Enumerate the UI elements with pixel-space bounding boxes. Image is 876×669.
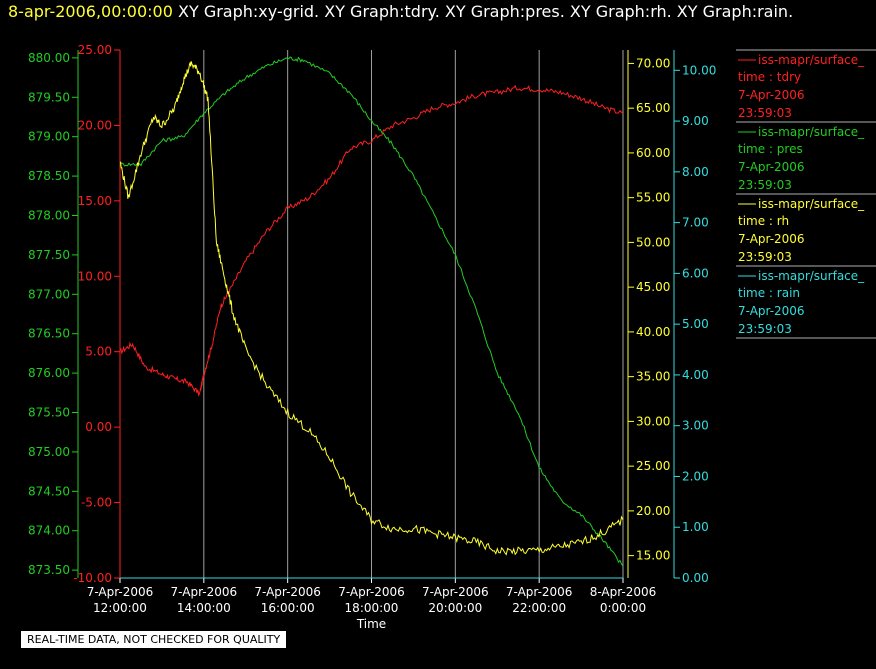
rh-tick-label: 50.00 [636, 235, 670, 249]
rain-tick-label: 7.00 [682, 216, 709, 230]
legend-variable: time : pres [738, 142, 803, 156]
pres-tick-label: 875.00 [28, 445, 70, 459]
tdry-tick-label: 0.00 [85, 420, 112, 434]
rain-tick-label: 10.00 [682, 63, 716, 77]
pres-tick-label: 874.50 [28, 484, 70, 498]
tdry-tick-label: 25.00 [78, 43, 112, 57]
title-bar: 8-apr-2006,00:00:00 XY Graph:xy-grid. XY… [8, 2, 793, 21]
rain-tick-label: 1.00 [682, 520, 709, 534]
x-tick-label-date: 7-Apr-2006 [506, 585, 573, 599]
series-line-tdry [119, 84, 624, 397]
series-line-pres [119, 56, 624, 567]
rh-tick-label: 25.00 [636, 459, 670, 473]
pres-tick-label: 876.00 [28, 366, 70, 380]
tdry-tick-label: 20.00 [78, 118, 112, 132]
tdry-tick-label: 15.00 [78, 194, 112, 208]
x-tick-label-time: 14:00:00 [177, 601, 231, 615]
pres-tick-label: 877.50 [28, 248, 70, 262]
x-tick-label-date: 7-Apr-2006 [171, 585, 238, 599]
rh-tick-label: 30.00 [636, 414, 670, 428]
tdry-tick-label: 5.00 [85, 345, 112, 359]
quality-note: REAL-TIME DATA, NOT CHECKED FOR QUALITY [20, 630, 288, 649]
legend-source-label: iss-mapr/surface_ [758, 125, 865, 139]
rain-tick-label: 6.00 [682, 266, 709, 280]
pres-tick-label: 879.00 [28, 130, 70, 144]
x-tick-label-time: 22:00:00 [512, 601, 566, 615]
pres-tick-label: 874.00 [28, 524, 70, 538]
rain-tick-label: 9.00 [682, 114, 709, 128]
rain-tick-label: 0.00 [682, 571, 709, 585]
rain-tick-label: 5.00 [682, 317, 709, 331]
rh-tick-label: 20.00 [636, 504, 670, 518]
legend-variable: time : rain [738, 286, 800, 300]
rain-tick-label: 2.00 [682, 469, 709, 483]
legend-date: 7-Apr-2006 [738, 304, 805, 318]
legend-time: 23:59:03 [738, 322, 792, 336]
pres-tick-label: 878.50 [28, 169, 70, 183]
pres-tick-label: 877.00 [28, 287, 70, 301]
tdry-tick-label: -5.00 [81, 496, 112, 510]
x-tick-label-date: 7-Apr-2006 [422, 585, 489, 599]
x-tick-label-date: 7-Apr-2006 [338, 585, 405, 599]
rh-tick-label: 55.00 [636, 191, 670, 205]
pres-tick-label: 875.50 [28, 406, 70, 420]
x-tick-label-time: 18:00:00 [345, 601, 399, 615]
pres-tick-label: 880.00 [28, 51, 70, 65]
pres-tick-label: 873.50 [28, 563, 70, 577]
x-tick-label-time: 12:00:00 [93, 601, 147, 615]
rh-tick-label: 60.00 [636, 146, 670, 160]
legend-source-label: iss-mapr/surface_ [758, 269, 865, 283]
legend-date: 7-Apr-2006 [738, 232, 805, 246]
x-tick-label-time: 20:00:00 [428, 601, 482, 615]
series-line-rh [119, 61, 624, 556]
x-tick-label-date: 7-Apr-2006 [87, 585, 154, 599]
legend-time: 23:59:03 [738, 250, 792, 264]
legend-time: 23:59:03 [738, 178, 792, 192]
rh-tick-label: 65.00 [636, 101, 670, 115]
title-date: 8-apr-2006,00:00:00 [8, 2, 173, 21]
rh-tick-label: 15.00 [636, 549, 670, 563]
pres-tick-label: 878.00 [28, 208, 70, 222]
x-tick-label-date: 7-Apr-2006 [254, 585, 321, 599]
x-axis-title: Time [356, 617, 386, 631]
legend-time: 23:59:03 [738, 106, 792, 120]
legend-variable: time : tdry [738, 70, 801, 84]
rain-tick-label: 4.00 [682, 368, 709, 382]
x-tick-label-time: 0:00:00 [600, 601, 646, 615]
x-tick-label-time: 16:00:00 [261, 601, 315, 615]
legend-source-label: iss-mapr/surface_ [758, 53, 865, 67]
pres-tick-label: 879.50 [28, 90, 70, 104]
rh-tick-label: 70.00 [636, 56, 670, 70]
x-tick-label-date: 8-Apr-2006 [590, 585, 657, 599]
legend-date: 7-Apr-2006 [738, 160, 805, 174]
legend-date: 7-Apr-2006 [738, 88, 805, 102]
rain-tick-label: 8.00 [682, 165, 709, 179]
legend-source-label: iss-mapr/surface_ [758, 197, 865, 211]
title-graph-list: XY Graph:xy-grid. XY Graph:tdry. XY Grap… [178, 2, 794, 21]
legend-variable: time : rh [738, 214, 789, 228]
tdry-tick-label: 10.00 [78, 269, 112, 283]
rh-tick-label: 45.00 [636, 280, 670, 294]
rh-tick-label: 35.00 [636, 370, 670, 384]
rain-tick-label: 3.00 [682, 419, 709, 433]
rh-tick-label: 40.00 [636, 325, 670, 339]
pres-tick-label: 876.50 [28, 327, 70, 341]
tdry-tick-label: -10.00 [73, 571, 112, 585]
